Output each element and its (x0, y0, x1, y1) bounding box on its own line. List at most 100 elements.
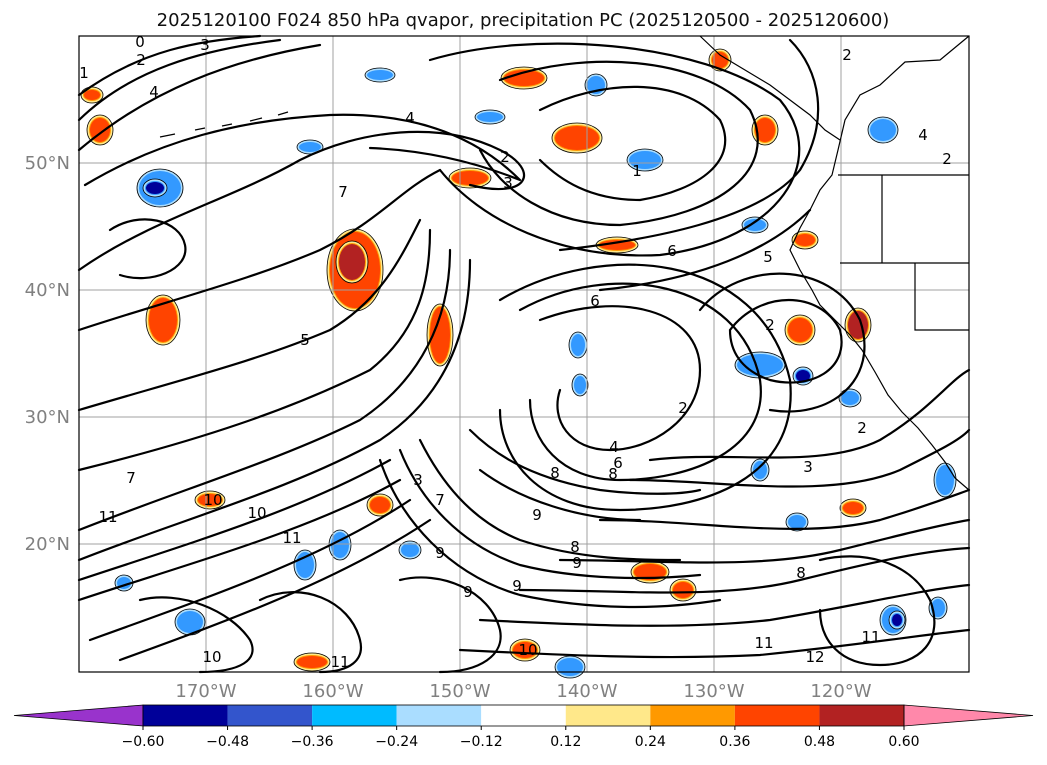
qvapor-contours (77, 34, 971, 674)
lon-label-130w: 130°W (683, 681, 744, 702)
contour-label: 3 (413, 471, 423, 489)
precip-negative-peak (630, 152, 660, 168)
precip-positive-peak (430, 307, 450, 363)
precip-positive-peak (712, 52, 728, 68)
colorbar-tick-label: −0.48 (206, 734, 249, 750)
contour-label: 1 (79, 64, 89, 82)
contour-label: 5 (763, 248, 773, 266)
state-border-3 (914, 263, 969, 331)
precip-positive-peak (843, 502, 863, 514)
lon-label-170w: 170°W (175, 681, 236, 702)
precip-positive-peak (198, 494, 222, 506)
contour-label: 11 (282, 529, 301, 547)
precip-positive-peak (339, 244, 365, 280)
colorbar-tick-label: −0.24 (375, 734, 418, 750)
contour-label: 2 (678, 399, 688, 417)
lon-label-140w: 140°W (556, 681, 617, 702)
contour-label: 4 (149, 83, 159, 101)
precip-negative-peak (745, 220, 765, 230)
lon-labels: 170°W 160°W 150°W 140°W 130°W 120°W (175, 681, 871, 702)
contour-label: 8 (550, 464, 560, 482)
colorbar-segment (227, 705, 313, 726)
precip-positive-peak (297, 656, 327, 668)
precip-negative-peak (871, 120, 895, 140)
contour-label: 6 (590, 292, 600, 310)
aleutian-islands (159, 111, 289, 138)
precip-positive-peak (788, 318, 812, 342)
contour-label: 8 (608, 465, 618, 483)
contour-label: 1 (632, 162, 642, 180)
precip-negative-peak (575, 377, 585, 393)
precip-negative-peak (300, 143, 320, 151)
colorbar-tick-label: −0.12 (460, 734, 503, 750)
colorbar-tick-label: −0.36 (291, 734, 334, 750)
colorbar-segment (312, 705, 397, 726)
precip-negative-peak (146, 182, 164, 194)
colorbar-segment (819, 705, 904, 726)
contour-label: 9 (572, 554, 582, 572)
contour-label: 6 (667, 242, 677, 260)
contour-label: 2 (500, 148, 510, 166)
contour-label: 11 (330, 653, 349, 671)
contour-label: 4 (918, 126, 928, 144)
precip-positive-peak (149, 298, 177, 342)
contour-label: 2 (942, 150, 952, 168)
colorbar: −0.60 −0.48 −0.36 −0.24 −0.12 0.12 0.24 0.36 0.4… (13, 704, 1034, 750)
precip-negative-peak (789, 516, 805, 528)
contour-label: 2 (857, 419, 867, 437)
contour-label: 2 (842, 46, 852, 64)
contour-label: 3 (200, 36, 210, 54)
precip-negative-peak (842, 392, 858, 404)
colorbar-tick-label: −0.60 (122, 734, 165, 750)
contour-label: 11 (98, 508, 117, 526)
contour-label: 2 (765, 316, 775, 334)
contour-label: 10 (203, 491, 222, 509)
precip-positive-peak (599, 240, 635, 250)
colorbar-segment (734, 705, 820, 726)
colorbar-extend-low (13, 704, 144, 727)
precip-positive-peak (555, 126, 599, 150)
contour-label: 10 (202, 648, 221, 666)
precip-negative-peak (402, 544, 418, 556)
lat-label-20n: 20°N (25, 534, 70, 555)
contour-label: 8 (570, 538, 580, 556)
coastlines (159, 35, 970, 491)
contour-label: 9 (435, 544, 445, 562)
precip-negative-peak (796, 370, 810, 382)
contour-label: 0 (135, 33, 145, 51)
contour-label: 8 (796, 564, 806, 582)
contour-label: 9 (532, 506, 542, 524)
colorbar-tick-label: 0.24 (635, 734, 666, 750)
contour-label: 5 (300, 331, 310, 349)
map-frame (78, 35, 970, 673)
lon-label-160w: 160°W (302, 681, 363, 702)
colorbar-tick-label: 0.36 (719, 734, 750, 750)
colorbar-tick-label: 0.60 (888, 734, 919, 750)
precip-positive-peak (504, 70, 544, 86)
precip-negative-peak (937, 466, 953, 494)
contour-label: 4 (609, 438, 619, 456)
colorbar-segment (650, 705, 735, 726)
precip-positive-peak (84, 90, 100, 100)
precip-negative-peak (932, 600, 944, 616)
precip-positive-peak (370, 497, 390, 513)
lat-label-30n: 30°N (25, 407, 70, 428)
contour-label: 7 (435, 491, 445, 509)
contour-label: 9 (463, 583, 473, 601)
colorbar-segment (481, 705, 566, 726)
contour-label: 7 (126, 469, 136, 487)
precip-negative-peak (478, 113, 502, 121)
contour-label: 11 (861, 628, 880, 646)
precip-negative-peak (368, 71, 392, 79)
lat-label-40n: 40°N (25, 280, 70, 301)
colorbar-tick-label: 0.12 (550, 734, 581, 750)
precip-positive-peak (795, 234, 815, 246)
precip-positive-peak (755, 118, 775, 142)
contour-label: 10 (518, 641, 537, 659)
precip-shading (80, 48, 957, 679)
contour-label: 9 (512, 577, 522, 595)
precip-positive-peak (634, 564, 666, 580)
colorbar-segment (143, 705, 228, 726)
